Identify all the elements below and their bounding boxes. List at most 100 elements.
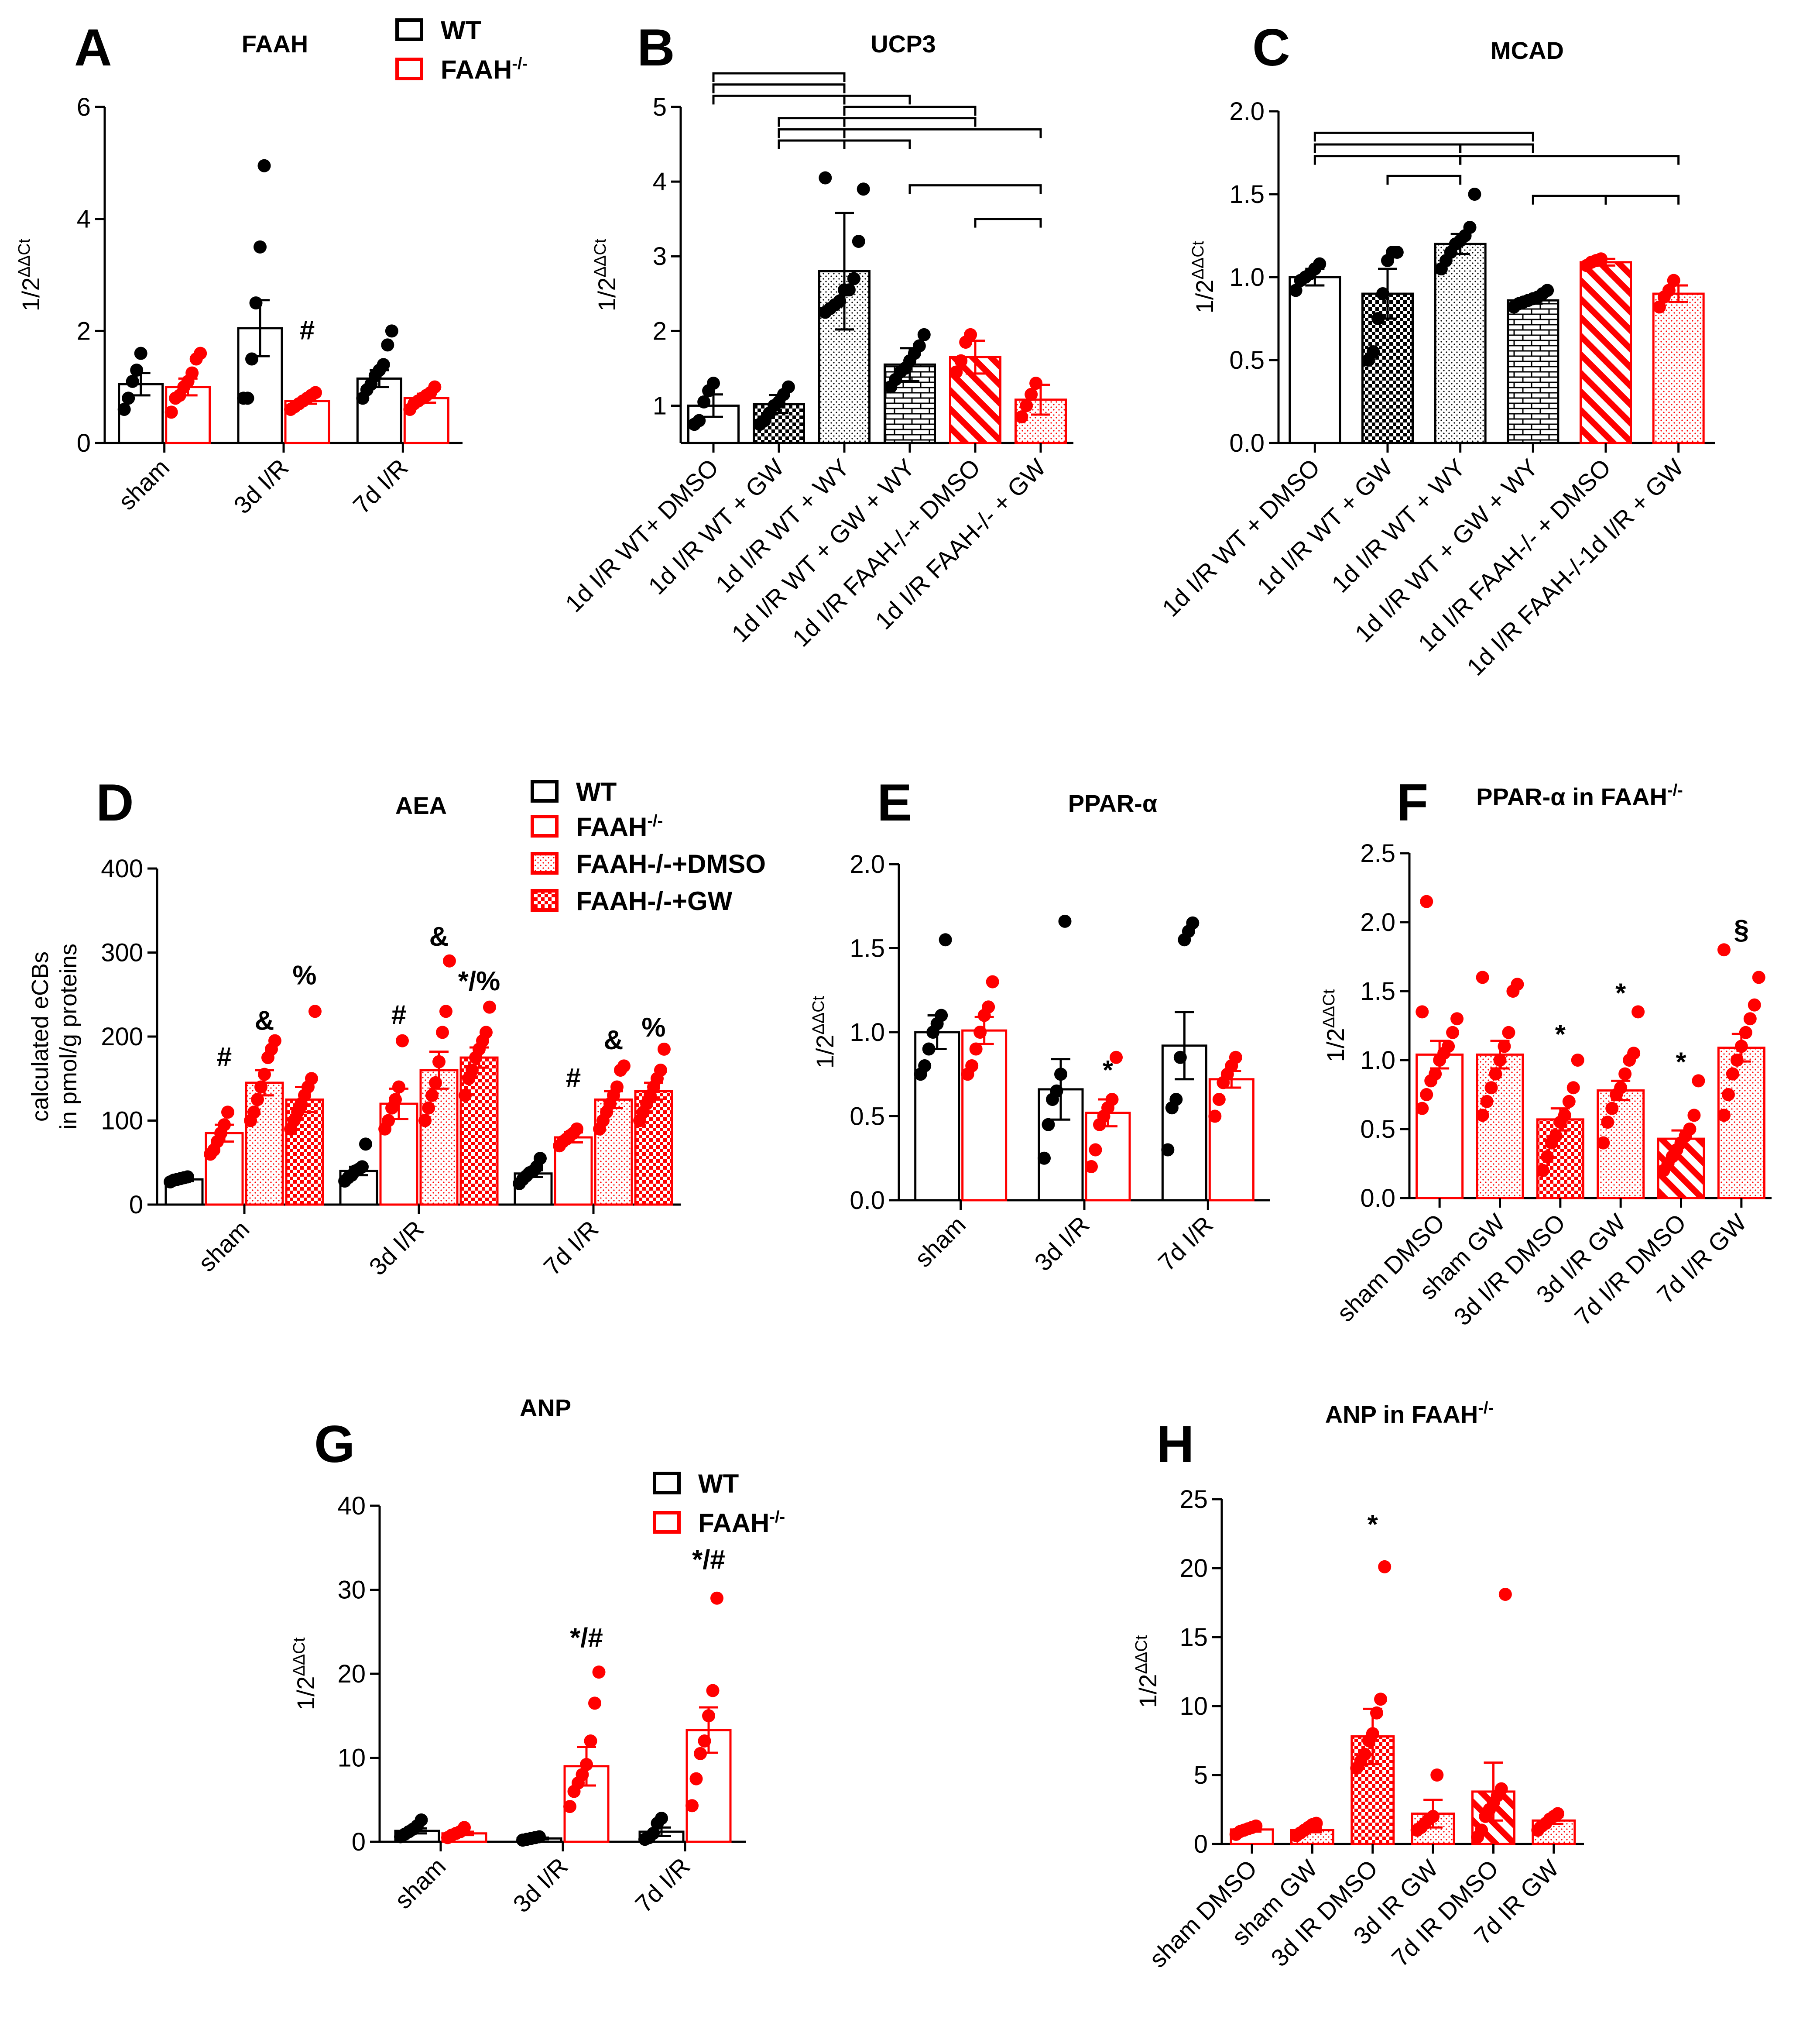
data-point xyxy=(1446,1026,1460,1039)
legend-g-ko-swatch xyxy=(653,1511,681,1534)
data-point xyxy=(935,1009,948,1022)
data-point xyxy=(1054,1068,1067,1081)
y-axis-label: 1/2ΔΔCt xyxy=(591,238,620,311)
data-point xyxy=(657,1042,671,1056)
panel-letter: D xyxy=(96,773,134,832)
legend-a-ko-swatch xyxy=(395,58,423,80)
significance-label: & xyxy=(604,1025,624,1055)
bar xyxy=(1652,292,1705,444)
data-point xyxy=(1721,1088,1735,1101)
data-point xyxy=(1085,1160,1098,1173)
data-point xyxy=(483,1000,496,1014)
data-point xyxy=(965,1059,979,1072)
comparison-bracket xyxy=(778,139,911,149)
data-point xyxy=(1687,1109,1701,1122)
panel-title-main: AEA xyxy=(395,792,447,819)
y-tick-label: 25 xyxy=(1179,1485,1208,1514)
significance-label: # xyxy=(217,1042,232,1072)
data-point xyxy=(917,328,931,341)
data-point xyxy=(1208,1109,1222,1123)
y-tick-label: 1 xyxy=(653,391,667,420)
data-point xyxy=(1502,1026,1515,1039)
data-point xyxy=(918,1059,932,1072)
panel-title: UCP3 xyxy=(871,30,936,58)
data-point xyxy=(1050,1084,1063,1098)
data-point xyxy=(181,1170,194,1184)
data-point xyxy=(781,380,795,394)
data-point xyxy=(685,1799,699,1813)
data-point xyxy=(122,391,135,405)
x-tick-label: 3d I/R xyxy=(363,1215,429,1281)
data-point xyxy=(377,358,390,371)
data-point xyxy=(117,403,131,416)
data-point xyxy=(309,386,322,399)
panel-letter: G xyxy=(314,1415,355,1473)
data-point xyxy=(1015,410,1028,424)
panel-letter: F xyxy=(1396,773,1428,832)
data-point xyxy=(654,1064,667,1077)
y-tick-label: 0 xyxy=(77,429,91,457)
significance-label: */# xyxy=(692,1545,725,1575)
legend-d-ko-dmso-swatch xyxy=(531,852,559,875)
significance-label: * xyxy=(1676,1047,1686,1077)
data-point xyxy=(833,294,847,308)
y-tick-label: 0 xyxy=(129,1191,143,1219)
y-axis-label-main: 1/2 xyxy=(292,1676,319,1710)
data-point xyxy=(847,272,860,285)
comparison-bracket xyxy=(712,94,846,105)
y-axis-label-main: 1/2 xyxy=(1191,279,1218,313)
data-point xyxy=(130,364,144,377)
y-tick-label: 5 xyxy=(653,93,667,121)
panel-title-main: ANP in FAAH xyxy=(1325,1401,1478,1428)
panel-title-main: FAAH xyxy=(242,30,308,58)
data-point xyxy=(1089,1143,1102,1157)
data-point xyxy=(1450,1012,1464,1026)
data-point xyxy=(194,347,207,360)
data-point xyxy=(1366,1727,1379,1741)
legend-a-ko-label: FAAH-/- xyxy=(441,55,528,84)
data-point xyxy=(134,347,147,360)
data-point xyxy=(439,1005,452,1018)
data-point xyxy=(1426,1810,1440,1823)
y-axis-label-sup: ΔΔCt xyxy=(591,238,610,277)
y-axis-label-sup: ΔΔCt xyxy=(1320,989,1338,1028)
data-point xyxy=(939,933,952,947)
data-point xyxy=(584,1734,597,1748)
data-point xyxy=(1594,252,1608,266)
data-point xyxy=(922,1042,936,1056)
data-point xyxy=(165,405,178,419)
data-point xyxy=(1536,1164,1549,1177)
comparison-bracket xyxy=(1386,175,1462,185)
data-point xyxy=(588,1696,601,1710)
data-point xyxy=(418,1114,432,1127)
comparison-bracket xyxy=(843,128,1042,138)
y-tick-label: 1.5 xyxy=(1229,180,1265,209)
data-point xyxy=(258,1068,271,1081)
y-axis-label-main: 1/2 xyxy=(1322,1028,1349,1062)
comparison-bracket xyxy=(1459,143,1534,153)
y-tick-label: 0.0 xyxy=(1229,429,1265,457)
data-point xyxy=(580,1758,593,1771)
panel-title: FAAH xyxy=(242,30,308,58)
legend-d-ko-gw-swatch xyxy=(531,889,559,912)
y-tick-label: 0 xyxy=(1194,1830,1208,1858)
legend-d-ko: FAAH-/- xyxy=(531,812,663,841)
bar xyxy=(1507,299,1560,444)
data-point xyxy=(1498,1040,1511,1053)
comparison-bracket xyxy=(1532,195,1607,205)
y-axis-label-sup: ΔΔCt xyxy=(1132,1635,1151,1674)
data-point xyxy=(1289,284,1302,297)
data-point xyxy=(1752,971,1765,984)
data-point xyxy=(852,235,865,248)
legend-g-wt-label: WT xyxy=(698,1469,739,1498)
panel-title-main: UCP3 xyxy=(871,30,936,58)
x-tick-label: 3d I/R xyxy=(507,1852,573,1918)
comparison-bracket xyxy=(974,218,1042,228)
data-point xyxy=(385,324,398,338)
data-point xyxy=(1249,1819,1263,1833)
x-tick-label: 7d I/R xyxy=(538,1215,603,1281)
data-point xyxy=(251,1093,264,1106)
panel-letter: H xyxy=(1156,1415,1194,1473)
data-point xyxy=(1429,1067,1442,1081)
